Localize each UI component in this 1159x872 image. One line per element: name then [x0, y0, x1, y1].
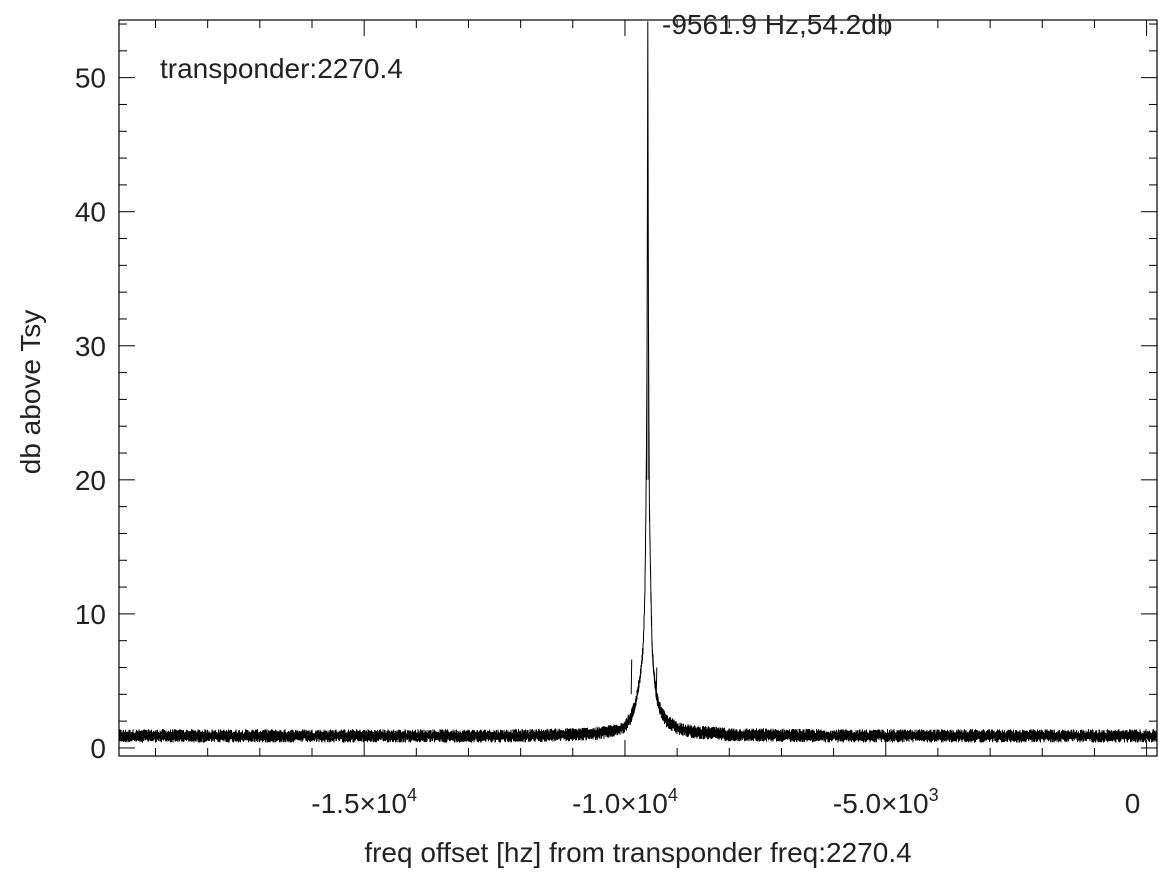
x-tick-exponent: 4	[407, 785, 417, 805]
y-tick-label: 50	[75, 63, 106, 94]
transponder-annotation: transponder:2270.4	[160, 53, 403, 84]
x-tick-mantissa: -1.5×10	[311, 788, 407, 819]
y-tick-label: 0	[90, 733, 106, 764]
peak-annotation: -9561.9 Hz,54.2db	[662, 9, 892, 40]
x-tick-mantissa: -5.0×10	[833, 788, 929, 819]
x-tick-label: 0	[1125, 788, 1141, 819]
y-tick-label: 10	[75, 599, 106, 630]
plot-frame	[118, 19, 1158, 757]
y-tick-label: 40	[75, 197, 106, 228]
x-tick-exponent: 4	[668, 785, 678, 805]
y-tick-label: 20	[75, 465, 106, 496]
x-tick-label: -1.5×104	[311, 785, 417, 819]
x-tick-mantissa: -1.0×10	[572, 788, 668, 819]
x-ticks: -1.5×104 -1.0×104 -5.0×103 0	[155, 20, 1148, 819]
x-tick-label: -1.0×104	[572, 785, 678, 819]
x-axis-label: freq offset [hz] from transponder freq:2…	[364, 837, 911, 868]
x-tick-mantissa: 0	[1125, 788, 1141, 819]
y-tick-label: 30	[75, 331, 106, 362]
y-ticks: 0 10 20 30 40 50	[75, 23, 1157, 764]
y-axis-label: db above Tsy	[15, 310, 46, 475]
x-tick-label: -5.0×103	[833, 785, 939, 819]
x-tick-exponent: 3	[929, 785, 939, 805]
series-line-spectrum	[118, 21, 1158, 743]
